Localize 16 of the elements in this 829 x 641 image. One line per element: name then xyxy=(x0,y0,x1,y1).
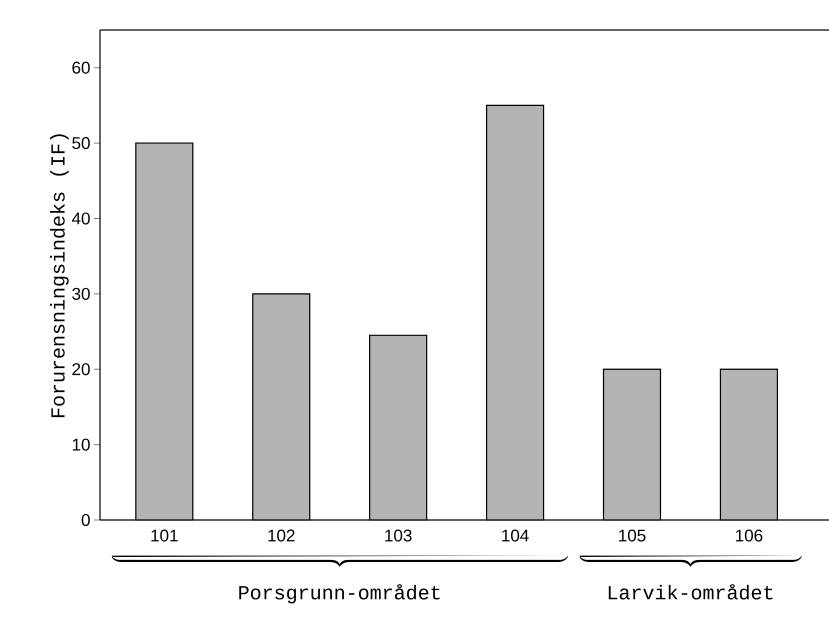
x-tick-label: 103 xyxy=(385,530,412,542)
y-tick-label: 50 xyxy=(72,137,90,150)
y-tick-label: 40 xyxy=(72,212,90,224)
y-axis-title: Forurensningsindeks (IF) xyxy=(50,134,69,418)
x-tick-label: 106 xyxy=(736,530,762,542)
x-tick-label: 105 xyxy=(619,530,646,542)
x-tick-label: 101 xyxy=(151,530,178,542)
y-tick-label: 60 xyxy=(72,62,90,74)
x-tick-label: 104 xyxy=(502,530,529,542)
y-tick-label: 0 xyxy=(82,514,90,526)
text: Larvik-området xyxy=(608,584,772,600)
x-tick-label: 102 xyxy=(268,530,295,542)
y-tick-label: 10 xyxy=(72,438,90,451)
text: Porsgrunn-området xyxy=(239,584,440,604)
y-tick-label: 20 xyxy=(72,363,90,376)
y-tick-label: 30 xyxy=(72,288,90,300)
